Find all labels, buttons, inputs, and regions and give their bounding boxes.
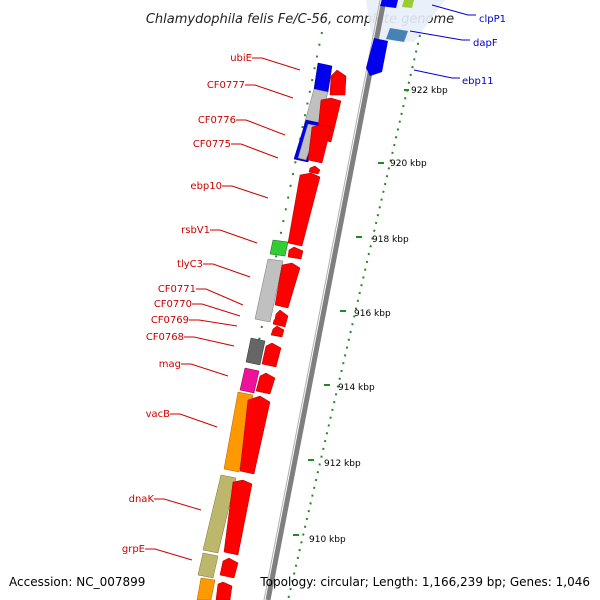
right-gene-labels: clpP1 dapF ebp11 (462, 14, 506, 87)
cds-6[interactable] (287, 246, 304, 260)
cds-14[interactable] (223, 479, 253, 556)
cds-7[interactable] (274, 262, 301, 309)
gene-label-cf0775[interactable]: CF0775 (193, 139, 231, 150)
gene-continuation-block[interactable] (196, 577, 216, 600)
gene-label-vacb[interactable]: vacB (146, 409, 171, 420)
gene-label-clpp1[interactable]: clpP1 (479, 14, 506, 25)
gene-clpp1-block[interactable] (380, 0, 398, 8)
cds-10[interactable] (270, 325, 285, 338)
cds-16[interactable] (215, 581, 233, 600)
tick-label-922: 922 kbp (411, 86, 448, 96)
gene-label-cf0769[interactable]: CF0769 (151, 315, 189, 326)
cds-15[interactable] (219, 557, 239, 579)
gene-label-ebp11[interactable]: ebp11 (462, 76, 494, 87)
gene-label-mag[interactable]: mag (159, 359, 181, 370)
gene-label-cf0771[interactable]: CF0771 (158, 284, 196, 295)
gene-label-dapf[interactable]: dapF (473, 38, 498, 49)
gene-label-dnak[interactable]: dnaK (129, 494, 155, 505)
gene-label-grpe[interactable]: grpE (122, 544, 145, 555)
cds-13[interactable] (239, 395, 271, 475)
gene-label-ebp10[interactable]: ebp10 (190, 181, 222, 192)
accession-text: Accession: NC_007899 (9, 575, 145, 589)
gene-ubie-block[interactable] (313, 62, 333, 93)
cds-12[interactable] (255, 372, 276, 395)
cds-9[interactable] (272, 317, 284, 327)
gene-dnak-block[interactable] (202, 474, 237, 554)
gene-ebp11-block[interactable] (366, 38, 388, 76)
gene-label-cf0776[interactable]: CF0776 (198, 115, 236, 126)
gene-tlyc3-block[interactable] (254, 258, 284, 323)
gene-grpe-block[interactable] (197, 552, 219, 579)
scale-tick-labels: 922 kbp 920 kbp 918 kbp 916 kbp 914 kbp … (293, 86, 448, 545)
left-gene-labels: ubiE CF0777 CF0776 CF0775 ebp10 rsbV1 tl… (122, 53, 252, 555)
cds-5[interactable] (287, 172, 321, 247)
tick-label-912: 912 kbp (324, 459, 361, 469)
gene-label-rsbv1[interactable]: rsbV1 (181, 225, 210, 236)
cds-1[interactable] (329, 69, 347, 96)
genome-summary-text: Topology: circular; Length: 1,166,239 bp… (259, 575, 590, 589)
gene-label-cf0770[interactable]: CF0770 (154, 299, 192, 310)
tick-label-910: 910 kbp (309, 535, 346, 545)
scale-track (287, 34, 421, 600)
gene-cf0768-block[interactable] (245, 337, 266, 366)
cds-11[interactable] (261, 342, 282, 368)
ring-backbone (265, 0, 387, 600)
gene-label-ubie[interactable]: ubiE (230, 53, 252, 64)
forward-strand-cds (215, 69, 347, 600)
ring-backbone-highlight (263, 0, 381, 600)
gene-mag-block[interactable] (239, 367, 260, 394)
gene-label-cf0777[interactable]: CF0777 (207, 80, 245, 91)
gene-label-tlyc3[interactable]: tlyC3 (177, 259, 203, 270)
tick-label-916: 916 kbp (354, 309, 391, 319)
cds-4[interactable] (308, 165, 321, 175)
tick-label-920: 920 kbp (390, 159, 427, 169)
cds-3[interactable] (307, 124, 332, 164)
right-label-leaders (409, 4, 476, 79)
tick-label-914: 914 kbp (338, 383, 375, 393)
tick-label-918: 918 kbp (372, 235, 409, 245)
gene-clpp1-extra-block[interactable] (402, 0, 414, 8)
gene-dapf-block[interactable] (386, 28, 408, 42)
gene-label-cf0768[interactable]: CF0768 (146, 332, 184, 343)
gene-vacb-block[interactable] (223, 391, 254, 473)
highlight-region (366, 0, 445, 42)
top-right-genes (366, 0, 414, 76)
gene-rsbv1-block[interactable] (269, 239, 289, 257)
left-label-leaders (145, 57, 301, 561)
